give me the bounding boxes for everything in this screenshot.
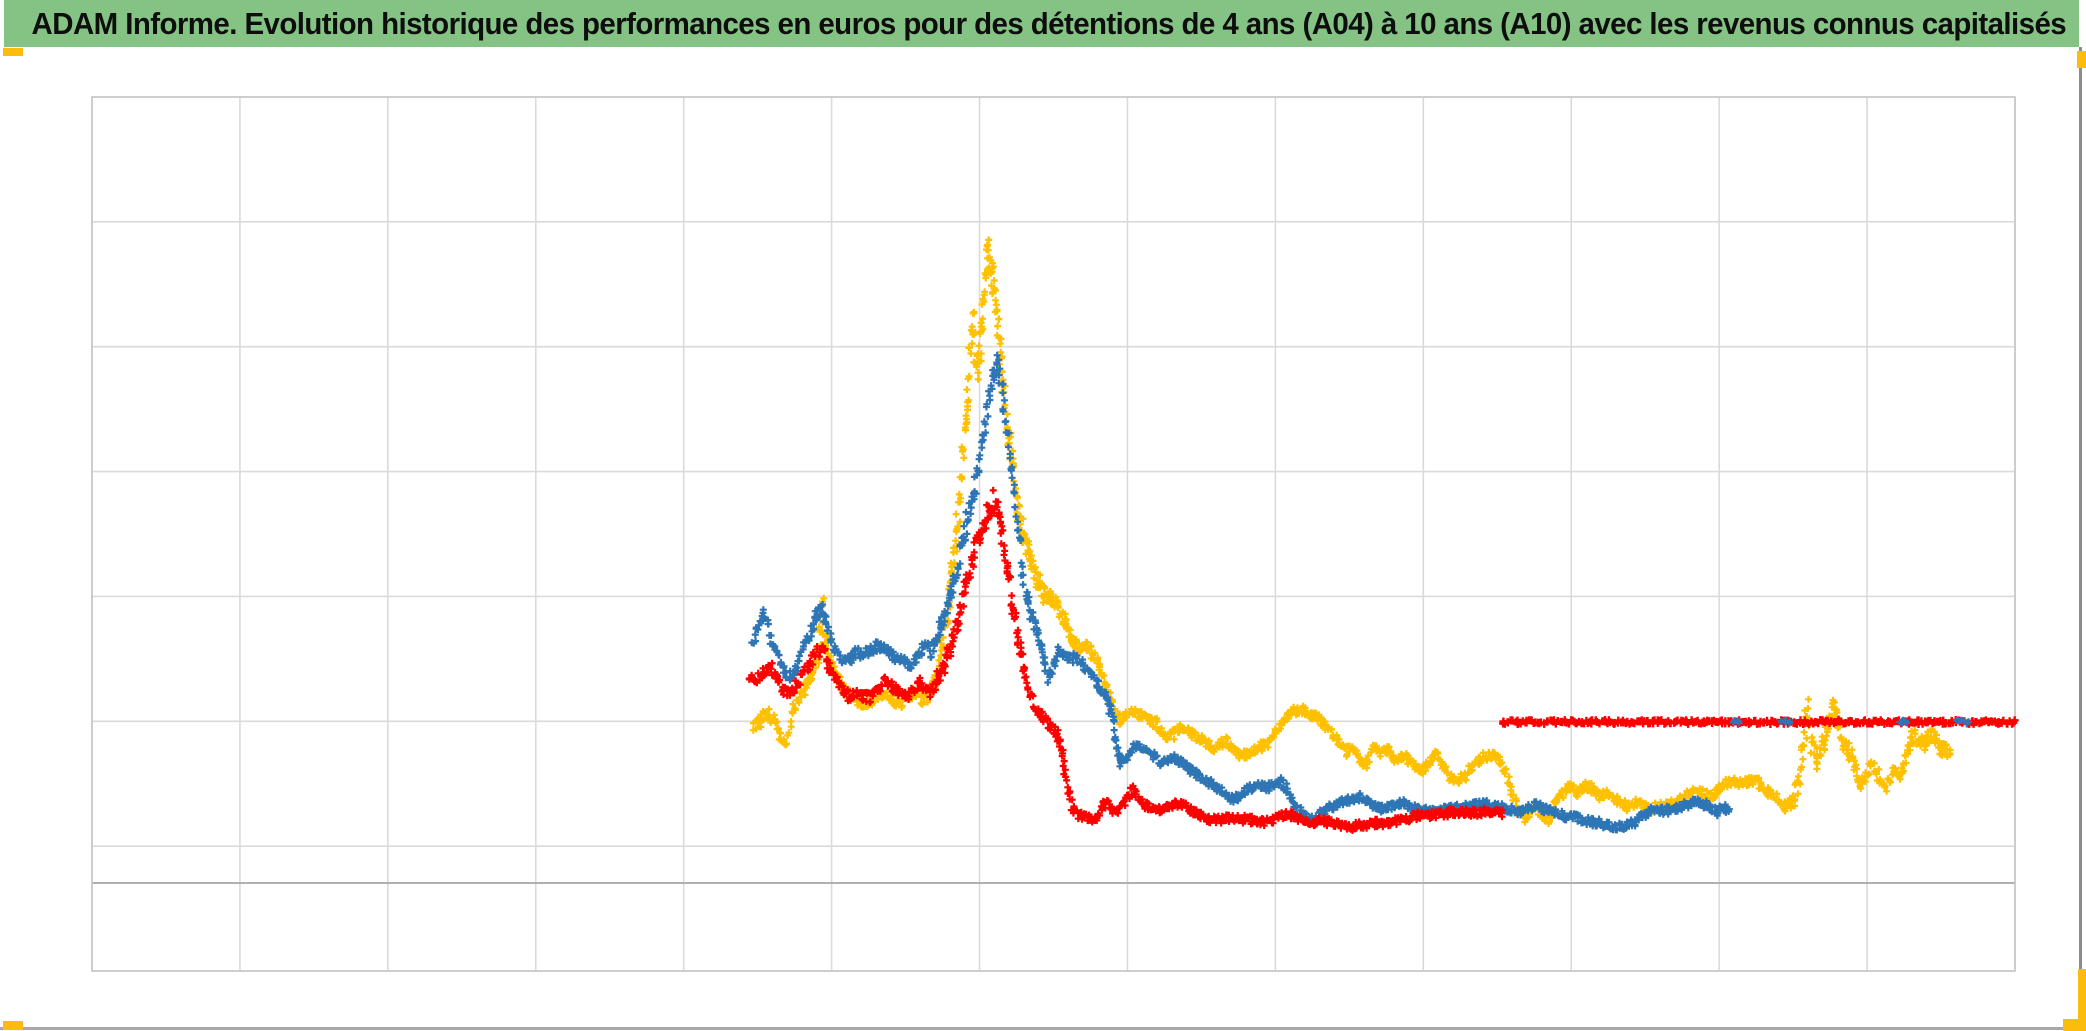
page-edge-line-right xyxy=(2079,47,2082,971)
corner-mark-bottom-right-vertical xyxy=(2078,969,2086,1031)
corner-mark-bottom-left xyxy=(3,1021,23,1030)
corner-mark-bottom-right-horizontal xyxy=(2063,1019,2086,1031)
header-bar: ADAM Informe. Evolution historique des p… xyxy=(4,0,2079,47)
page-edge-line-bottom xyxy=(0,1027,2086,1030)
corner-mark-top-left xyxy=(3,48,23,56)
page-title: ADAM Informe. Evolution historique des p… xyxy=(31,5,2067,41)
corner-mark-top-right xyxy=(2077,51,2086,68)
